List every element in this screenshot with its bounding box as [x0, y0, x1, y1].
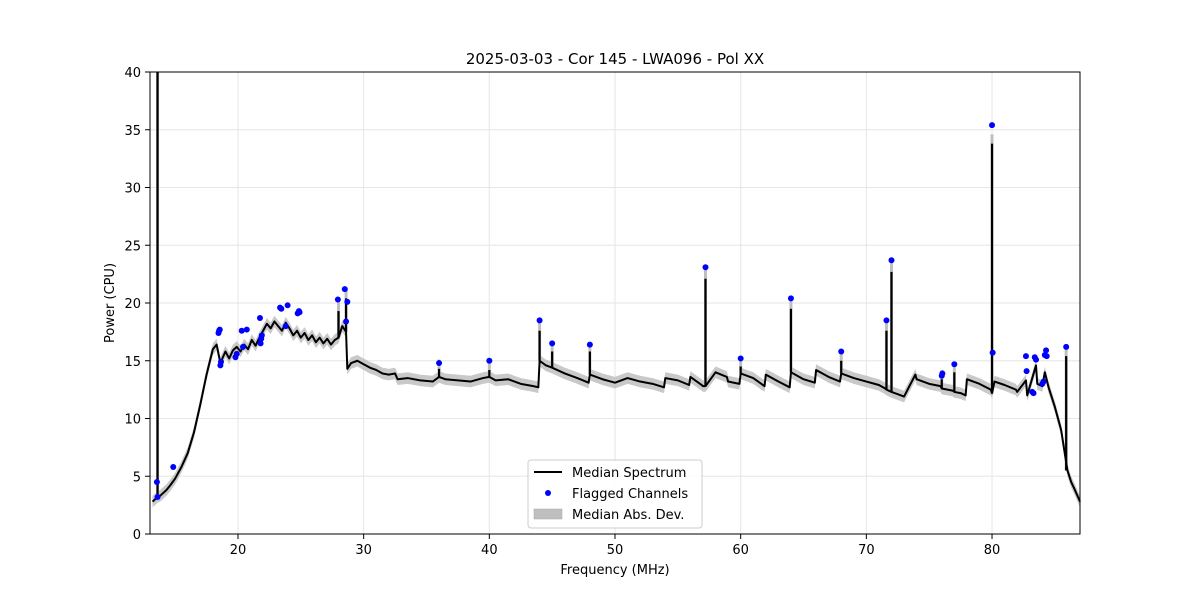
grid-lines: [150, 71, 1080, 535]
flagged-point: [278, 305, 285, 312]
flagged-point: [240, 343, 246, 350]
x-tick-label: 40: [481, 543, 498, 558]
flagged-point: [1022, 353, 1029, 360]
flagged-point: [1063, 343, 1070, 350]
y-axis-ticks: 0 5 10 15 20 25 30 35 40: [124, 66, 150, 543]
flagged-point: [1040, 378, 1047, 385]
x-tick-label: 80: [984, 543, 1001, 558]
flagged-point: [586, 341, 593, 348]
flagged-point: [787, 295, 794, 302]
spike-mad: [739, 357, 743, 374]
flagged-channels: [153, 122, 1070, 501]
y-tick-label: 40: [124, 66, 141, 81]
x-tick-label: 70: [858, 543, 875, 558]
y-tick-label: 5: [133, 470, 141, 485]
flagged-point: [238, 327, 245, 334]
flagged-point: [233, 350, 240, 357]
flagged-point: [284, 302, 291, 309]
y-tick-label: 20: [124, 297, 141, 312]
flagged-point: [536, 317, 543, 324]
flagged-point: [1033, 356, 1040, 363]
y-tick-label: 15: [124, 355, 141, 370]
flagged-point: [436, 360, 443, 367]
flagged-point: [939, 370, 946, 377]
legend: Median Spectrum Flagged Channels Median …: [527, 459, 703, 529]
flagged-point: [343, 318, 350, 325]
flagged-point: [216, 326, 223, 333]
flagged-point: [256, 315, 263, 322]
mad-band: [152, 72, 1080, 508]
chart-title: 2025-03-03 - Cor 145 - LWA096 - Pol XX: [466, 50, 764, 68]
y-tick-label: 35: [124, 124, 141, 139]
flagged-point: [154, 494, 161, 501]
x-tick-label: 20: [230, 543, 247, 558]
x-axis-label: Frequency (MHz): [560, 563, 669, 578]
y-tick-label: 10: [124, 413, 141, 428]
flagged-point: [334, 296, 341, 303]
y-tick-label: 0: [133, 528, 141, 543]
flagged-point: [341, 286, 348, 293]
flagged-point: [737, 355, 744, 362]
legend-flagged-label: Flagged Channels: [572, 487, 688, 502]
flagged-point: [153, 479, 160, 486]
flagged-point: [218, 358, 225, 365]
x-tick-label: 50: [607, 543, 624, 558]
y-tick-label: 30: [124, 182, 141, 197]
flagged-point: [486, 357, 493, 364]
flagged-point: [258, 332, 265, 339]
legend-dot-swatch: [545, 490, 551, 496]
legend-box: [527, 459, 703, 529]
flagged-point: [296, 309, 303, 316]
spike-mad: [487, 360, 491, 377]
legend-median-label: Median Spectrum: [572, 466, 686, 481]
spike-mad: [437, 359, 441, 377]
flagged-point: [989, 122, 996, 129]
legend-mad-label: Median Abs. Dev.: [572, 508, 684, 523]
flagged-point: [170, 464, 177, 471]
x-tick-label: 60: [732, 543, 749, 558]
legend-band-swatch: [533, 508, 563, 520]
median-spectrum-line: [151, 72, 1081, 503]
flagged-point: [549, 340, 556, 347]
flagged-point: [243, 326, 250, 333]
flagged-point: [1023, 368, 1030, 375]
flagged-point: [344, 298, 351, 305]
flagged-point: [282, 323, 289, 330]
y-tick-label: 25: [124, 239, 141, 254]
y-axis-label: Power (CPU): [103, 263, 118, 343]
flagged-point: [1043, 353, 1050, 360]
flagged-point: [257, 340, 264, 347]
flagged-point: [702, 264, 709, 271]
x-axis-ticks: 20 30 40 50 60 70 80: [230, 534, 1001, 558]
flagged-point: [1030, 390, 1037, 397]
x-tick-label: 30: [355, 543, 372, 558]
flagged-point: [1043, 347, 1050, 354]
flagged-point: [951, 361, 958, 368]
flagged-point: [838, 348, 845, 355]
flagged-point: [888, 257, 895, 264]
flagged-point: [883, 317, 890, 324]
spike-mad: [940, 369, 944, 389]
flagged-point: [989, 349, 996, 356]
